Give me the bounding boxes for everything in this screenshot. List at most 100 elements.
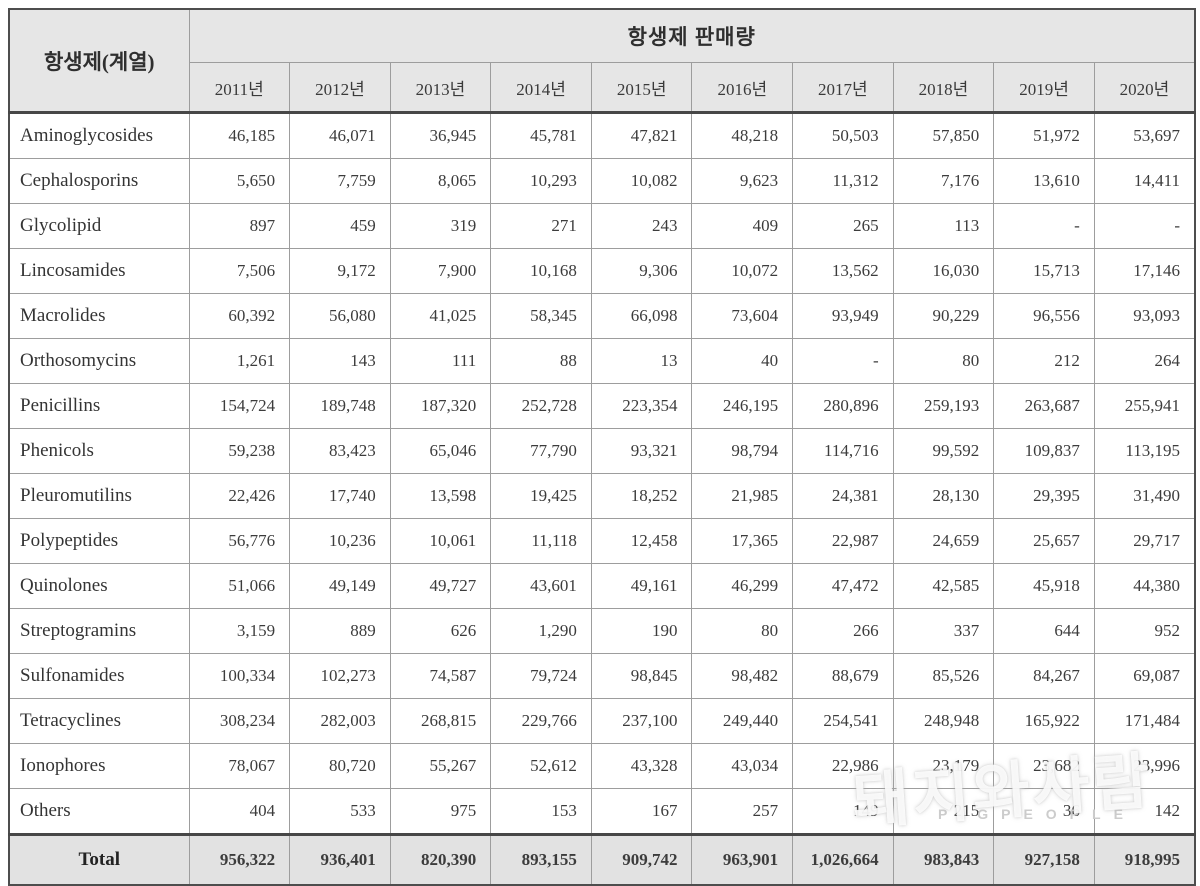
value-cell: 93,093 [1093, 293, 1196, 339]
value-cell: 319 [389, 203, 492, 249]
value-cell: 84,267 [993, 653, 1095, 699]
value-cell: 98,794 [691, 428, 794, 474]
value-cell: 13,610 [993, 158, 1095, 204]
group-header-row: 항생제(계열) 항생제 판매량 [8, 8, 1196, 113]
value-cell: 8,065 [389, 158, 492, 204]
table-row: Lincosamides 7,506 9,172 7,900 10,168 9,306 10… [8, 248, 1196, 294]
value-cell: 79,724 [490, 653, 592, 699]
value-cell: 254,541 [792, 698, 894, 744]
value-cell: 165,922 [993, 698, 1095, 744]
value-cell: 25,657 [993, 518, 1095, 564]
row-label: Ionophores [8, 743, 190, 789]
value-cell: 22,426 [188, 473, 291, 519]
value-cell: 644 [993, 608, 1095, 654]
value-cell: 237,100 [590, 698, 693, 744]
table-row: Sulfonamides 100,334 102,273 74,587 79,724 98… [8, 653, 1196, 699]
year-header-2011: 2011년 [188, 62, 291, 113]
table-body: Aminoglycosides 46,185 46,071 36,945 45,781 4… [8, 112, 1196, 835]
value-cell: 889 [289, 608, 391, 654]
value-cell: 22,986 [792, 743, 894, 789]
value-cell: - [792, 338, 894, 384]
total-value-cell: 820,390 [389, 834, 492, 886]
value-cell: 53,697 [1093, 112, 1196, 159]
value-cell: 10,293 [490, 158, 592, 204]
row-label: Polypeptides [8, 518, 190, 564]
total-row: Total 956,322 936,401 820,390 893,155 909,74… [8, 834, 1196, 886]
value-cell: 952 [1093, 608, 1196, 654]
row-label: Quinolones [8, 563, 190, 609]
value-cell: 143 [289, 338, 391, 384]
value-cell: 41,025 [389, 293, 492, 339]
value-cell: 24,659 [892, 518, 995, 564]
value-cell: 100,334 [188, 653, 291, 699]
year-header-2016: 2016년 [691, 62, 794, 113]
value-cell: 264 [1093, 338, 1196, 384]
table-row: Aminoglycosides 46,185 46,071 36,945 45,781 4… [8, 112, 1196, 159]
value-cell: 74,587 [389, 653, 492, 699]
year-header-2012: 2012년 [289, 62, 391, 113]
value-cell: 533 [289, 788, 391, 835]
value-cell: 212 [993, 338, 1095, 384]
value-cell: 271 [490, 203, 592, 249]
table-footer: Total 956,322 936,401 820,390 893,155 909,74… [8, 834, 1196, 886]
value-cell: 80 [892, 338, 995, 384]
value-cell: 88 [490, 338, 592, 384]
year-header-2013: 2013년 [389, 62, 492, 113]
value-cell: 59,238 [188, 428, 291, 474]
value-cell: 85,526 [892, 653, 995, 699]
value-cell: 154,724 [188, 383, 291, 429]
value-cell: 40 [691, 338, 794, 384]
total-value-cell: 918,995 [1093, 834, 1196, 886]
value-cell: 167 [590, 788, 693, 835]
table-row: Others 404 533 975 153 167 257 149 215 36 142 [8, 788, 1196, 835]
value-cell: 96,556 [993, 293, 1095, 339]
value-cell: 10,236 [289, 518, 391, 564]
value-cell: 56,776 [188, 518, 291, 564]
value-cell: 13,562 [792, 248, 894, 294]
year-header-2020: 2020년 [1093, 62, 1196, 113]
value-cell: 17,365 [691, 518, 794, 564]
value-cell: 46,071 [289, 112, 391, 159]
value-cell: 246,195 [691, 383, 794, 429]
value-cell: 48,218 [691, 112, 794, 159]
antibiotic-sales-table: 항생제(계열) 항생제 판매량 2011년 2012년 2013년 2014년 2015… [8, 8, 1196, 886]
corner-header-antibiotic-class: 항생제(계열) [8, 8, 190, 113]
value-cell: 44,380 [1093, 563, 1196, 609]
value-cell: 10,168 [490, 248, 592, 294]
value-cell: 10,082 [590, 158, 693, 204]
row-label: Others [8, 788, 190, 835]
value-cell: 308,234 [188, 698, 291, 744]
value-cell: 17,146 [1093, 248, 1196, 294]
total-value-cell: 936,401 [289, 834, 391, 886]
value-cell: 266 [792, 608, 894, 654]
value-cell: 7,506 [188, 248, 291, 294]
value-cell: 65,046 [389, 428, 492, 474]
value-cell: 93,949 [792, 293, 894, 339]
value-cell: 102,273 [289, 653, 391, 699]
row-label: Macrolides [8, 293, 190, 339]
value-cell: 14,411 [1093, 158, 1196, 204]
value-cell: 99,592 [892, 428, 995, 474]
row-label: Cephalosporins [8, 158, 190, 204]
value-cell: 282,003 [289, 698, 391, 744]
value-cell: 17,740 [289, 473, 391, 519]
value-cell: 47,821 [590, 112, 693, 159]
row-label: Pleuromutilins [8, 473, 190, 519]
value-cell: 249,440 [691, 698, 794, 744]
value-cell: 43,601 [490, 563, 592, 609]
value-cell: 114,716 [792, 428, 894, 474]
value-cell: 459 [289, 203, 391, 249]
value-cell: 45,918 [993, 563, 1095, 609]
value-cell: 22,987 [792, 518, 894, 564]
value-cell: 243 [590, 203, 693, 249]
value-cell: 46,185 [188, 112, 291, 159]
value-cell: 57,850 [892, 112, 995, 159]
value-cell: 142 [1093, 788, 1196, 835]
value-cell: 149 [792, 788, 894, 835]
value-cell: 171,484 [1093, 698, 1196, 744]
value-cell: 69,087 [1093, 653, 1196, 699]
value-cell: 16,030 [892, 248, 995, 294]
value-cell: 409 [691, 203, 794, 249]
value-cell: 7,176 [892, 158, 995, 204]
value-cell: 83,423 [289, 428, 391, 474]
